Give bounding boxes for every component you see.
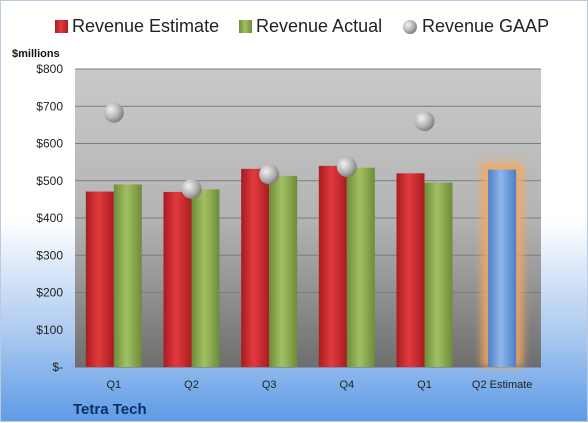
legend-swatch-revenue-actual (239, 20, 252, 33)
company-label: Tetra Tech (73, 401, 147, 418)
legend-swatch-revenue-gaap (403, 20, 417, 34)
bar-revenue-estimate (163, 191, 192, 367)
bar-revenue-estimate (396, 173, 425, 367)
legend: Revenue Estimate Revenue Actual Revenue … (55, 16, 549, 36)
y-tick-label: $600 (36, 137, 63, 151)
bars (85, 162, 524, 367)
bar-revenue-estimate (318, 165, 347, 367)
y-tick-label: $500 (36, 174, 63, 188)
gridlines (75, 68, 541, 331)
unit-label: $millions (12, 48, 60, 60)
x-tick-label: Q2 (184, 379, 199, 391)
bar-revenue-actual (346, 167, 375, 367)
x-tick-label: Q4 (339, 379, 354, 391)
y-tick-label: $800 (36, 62, 63, 76)
marker-revenue-gaap (414, 111, 435, 132)
bar-q2-estimate (488, 169, 517, 367)
x-tick-label: Q1 (417, 379, 432, 391)
bar-revenue-actual (424, 182, 453, 367)
y-tick-label: $- (52, 360, 63, 374)
legend-label-revenue-gaap: Revenue GAAP (422, 16, 549, 36)
marker-revenue-gaap (336, 156, 357, 177)
bar-revenue-estimate (85, 191, 114, 367)
bar-revenue-estimate (241, 168, 270, 367)
x-tick-label: Q2 Estimate (472, 379, 533, 391)
marker-revenue-gaap (259, 164, 280, 185)
gaap-markers (103, 102, 435, 199)
bar-revenue-actual (191, 189, 220, 367)
x-tick-label: Q1 (106, 379, 121, 391)
y-tick-label: $300 (36, 248, 63, 262)
y-tick-label: $700 (36, 99, 63, 113)
bar-revenue-actual (113, 184, 142, 367)
legend-label-revenue-estimate: Revenue Estimate (72, 16, 219, 36)
marker-revenue-gaap (103, 102, 124, 123)
legend-label-revenue-actual: Revenue Actual (256, 16, 382, 36)
marker-revenue-gaap (181, 178, 202, 199)
y-tick-label: $400 (36, 211, 63, 225)
y-tick-label: $100 (36, 323, 63, 337)
bar-revenue-actual (269, 175, 298, 367)
x-tick-label: Q3 (262, 379, 277, 391)
y-tick-label: $200 (36, 286, 63, 300)
legend-swatch-revenue-estimate (55, 20, 68, 33)
x-axis: Q1 Q2 Q3 Q4 Q1 Q2 Estimate (106, 379, 532, 391)
y-axis: $- $100 $200 $300 $400 $500 $600 $700 $800 (36, 62, 541, 374)
